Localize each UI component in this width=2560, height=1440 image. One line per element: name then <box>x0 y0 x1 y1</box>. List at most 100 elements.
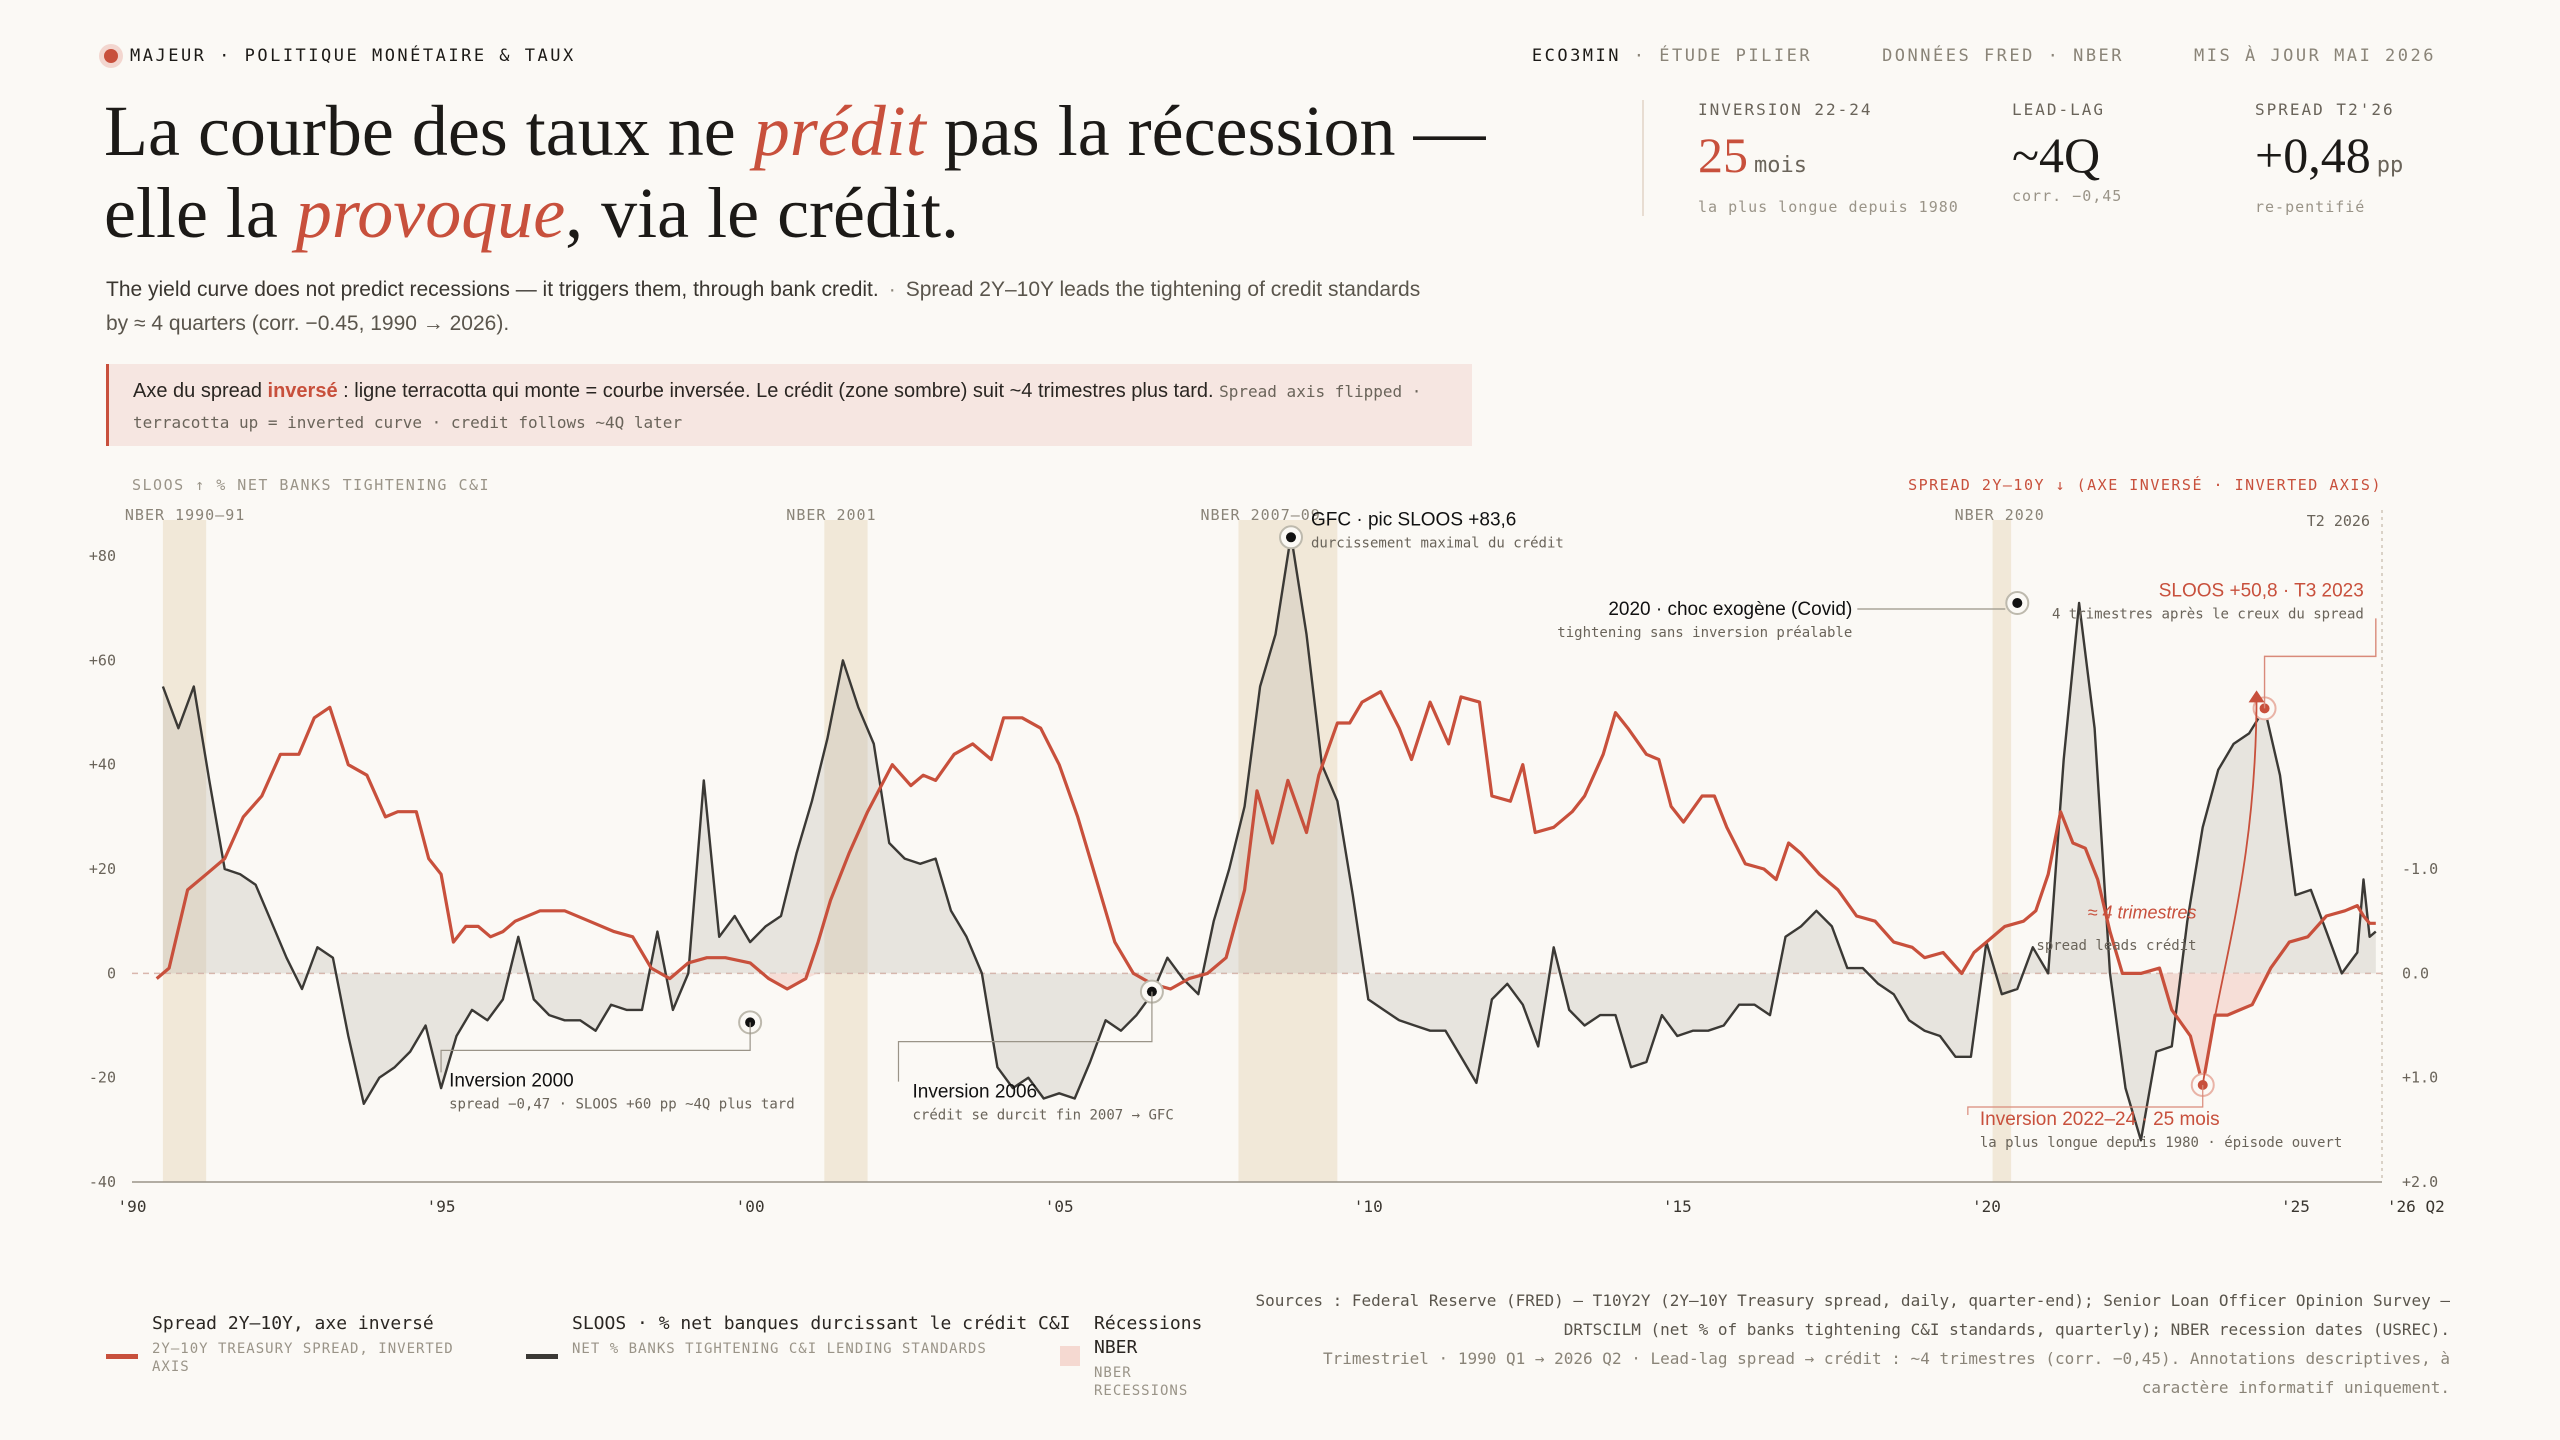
left-tick-label: +20 <box>89 860 116 878</box>
right-tick-label: 0.0 <box>2402 964 2429 982</box>
subtitle-separator: · <box>888 278 896 301</box>
subtitle-secondary: Spread 2Y–10Y leads the tightening of cr… <box>106 278 1421 335</box>
annotation-detail: la plus longue depuis 1980 · épisode ouv… <box>1980 1135 2342 1151</box>
topbar-tag: MAJEUR · POLITIQUE MONÉTAIRE & TAUX <box>104 46 576 66</box>
legend-line-accent-icon <box>106 1354 138 1359</box>
kpi-value: ~4Q <box>2012 127 2101 183</box>
annotation-title: Inversion 2000 <box>449 1070 574 1091</box>
kpi-unit: pp <box>2376 153 2404 178</box>
recession-band <box>1238 520 1338 1182</box>
topbar-meta: ECO3MIN · ÉTUDE PILIER DONNÉES FRED · NB… <box>1532 46 2436 66</box>
inversion-fill <box>2110 973 2271 1085</box>
left-axis-label: SLOOS ↑ % NET BANKS TIGHTENING C&I <box>132 476 490 494</box>
subtitle-main: The yield curve does not predict recessi… <box>106 278 879 301</box>
right-tick-label: +2.0 <box>2402 1173 2438 1191</box>
last-point-label: T2 2026 <box>2307 512 2370 530</box>
brand-suffix: · ÉTUDE PILIER <box>1633 46 1813 66</box>
data-source: DONNÉES FRED · NBER <box>1882 46 2125 66</box>
right-tick-label: -1.0 <box>2402 860 2438 878</box>
sources: Sources : Federal Reserve (FRED) — T10Y2… <box>1250 1286 2450 1402</box>
kpi-caption: corr. −0,45 <box>2012 187 2123 205</box>
methodology-note: Trimestriel · 1990 Q1 → 2026 Q2 · Lead-l… <box>1322 1349 2450 1397</box>
kpi-lead-lag: LEAD-LAG ~4Q corr. −0,45 <box>2012 100 2122 205</box>
kpi-value: 25 <box>1698 127 1748 183</box>
x-tick-label: '95 <box>427 1197 456 1216</box>
recession-label: NBER 2001 <box>786 506 876 524</box>
kpi-value: +0,48 <box>2255 127 2371 183</box>
title-part-3: elle la <box>104 173 296 253</box>
kpi-inversion: INVERSION 22-24 25 mois la plus longue de… <box>1698 100 1959 216</box>
legend-sub: 2Y–10Y TREASURY SPREAD, INVERTED AXIS <box>152 1341 454 1375</box>
lead-lag-label: ≈ 4 trimestres <box>2088 903 2197 923</box>
note-text-post: : ligne terracotta qui monte = courbe in… <box>337 380 1214 402</box>
right-axis-label: SPREAD 2Y–10Y ↓ (AXE INVERSÉ · INVERTED … <box>1908 475 2382 494</box>
spread-line <box>155 690 2376 1087</box>
annotation-leader <box>440 1022 751 1073</box>
annotation-detail: tightening sans inversion préalable <box>1557 625 1852 641</box>
recession-label: NBER 2020 <box>1955 506 2045 524</box>
kpi-unit: mois <box>1754 153 1807 178</box>
legend-line-dark-icon <box>526 1354 558 1359</box>
kpi-caption: re-pentifié <box>2255 198 2366 216</box>
annotation-detail: 4 trimestres après le creux du spread <box>2052 606 2364 622</box>
left-tick-label: 0 <box>107 964 116 982</box>
brand[interactable]: ECO3MIN · ÉTUDE PILIER <box>1532 46 1812 66</box>
recession-label: NBER 2007–09 <box>1200 506 1320 524</box>
kpi-caption: la plus longue depuis 1980 <box>1698 198 1959 216</box>
note-text-pre: Axe du spread <box>133 380 268 402</box>
annotation-detail: spread −0,47 · SLOOS +60 pp ~4Q plus tar… <box>449 1096 795 1112</box>
legend-sloos[interactable]: SLOOS · % net banques durcissant le créd… <box>526 1312 1072 1359</box>
annotation-leader <box>1967 1084 2204 1115</box>
title-part-4: , via le crédit. <box>565 173 959 253</box>
annotation-title: SLOOS +50,8 · T3 2023 <box>2159 580 2364 601</box>
sources-text: Sources : Federal Reserve (FRED) — T10Y2… <box>1255 1291 2450 1339</box>
left-tick-label: +40 <box>89 756 116 774</box>
x-tick-label: '10 <box>1354 1197 1383 1216</box>
lead-lag-arrow <box>2201 694 2258 1086</box>
legend-main: SLOOS · % net banques durcissant le créd… <box>572 1313 1071 1334</box>
kpi-divider <box>1642 100 1644 216</box>
right-tick-label: +1.0 <box>2402 1069 2438 1087</box>
x-tick-label: '00 <box>736 1197 765 1216</box>
annotation-title: Inversion 2006 <box>912 1082 1037 1103</box>
title-part-1: La courbe des taux ne <box>104 91 754 171</box>
x-tick-label: '25 <box>2281 1197 2310 1216</box>
annotation-detail: crédit se durcit fin 2007 → GFC <box>912 1108 1173 1124</box>
page-title: La courbe des taux ne prédit pas la réce… <box>104 90 1524 254</box>
x-end-label: '26 Q2 <box>2387 1197 2445 1216</box>
kpi-spread: SPREAD T2'26 +0,48 pp re-pentifié <box>2255 100 2403 216</box>
note-highlight: inversé <box>267 380 338 402</box>
annotation-leader <box>2263 618 2377 709</box>
live-dot-icon <box>104 49 118 63</box>
lead-lag-chart: SLOOS ↑ % NET BANKS TIGHTENING C&I SPREAD… <box>89 475 2445 1216</box>
recession-label: NBER 1990–91 <box>125 506 245 524</box>
kpi-label: LEAD-LAG <box>2012 100 2106 119</box>
title-emphasis-1: prédit <box>753 91 926 171</box>
brand-name: ECO3MIN <box>1531 46 1622 66</box>
left-tick-label: -20 <box>89 1069 116 1087</box>
title-emphasis-2: provoque <box>295 173 566 253</box>
annotation-title: Inversion 2022–24 · 25 mois <box>1980 1109 2220 1130</box>
recession-band <box>824 520 868 1182</box>
note-mono: Spread axis flipped · terracotta up = in… <box>133 382 1422 432</box>
legend-sub: NBER RECESSIONS <box>1094 1365 1189 1399</box>
legend-main: Récessions NBER <box>1094 1313 1203 1358</box>
x-tick-label: '20 <box>1972 1197 2001 1216</box>
lead-lag-detail: spread leads crédit <box>2036 938 2196 954</box>
subtitle: The yield curve does not predict recessi… <box>106 273 1446 341</box>
legend-recessions[interactable]: Récessions NBER NBER RECESSIONS <box>1060 1312 1214 1400</box>
legend-spread[interactable]: Spread 2Y–10Y, axe inversé 2Y–10Y TREASU… <box>106 1312 482 1376</box>
legend-main: Spread 2Y–10Y, axe inversé <box>152 1313 434 1334</box>
left-tick-label: -40 <box>89 1173 116 1191</box>
lead-lag-arrow-head <box>2248 690 2265 703</box>
reading-note: Axe du spread inversé : ligne terracotta… <box>106 364 1472 446</box>
left-tick-label: +80 <box>89 547 116 565</box>
kpi-label: INVERSION 22-24 <box>1698 100 1873 119</box>
recession-band <box>162 520 207 1182</box>
left-tick-label: +60 <box>89 651 116 669</box>
kpi-label: SPREAD T2'26 <box>2255 100 2395 119</box>
annotation-detail: durcissement maximal du crédit <box>1311 535 1564 551</box>
annotation-marker-dot <box>1285 532 1296 543</box>
annotation-marker-dot <box>2012 598 2023 609</box>
legend-box-recession-icon <box>1060 1346 1080 1366</box>
